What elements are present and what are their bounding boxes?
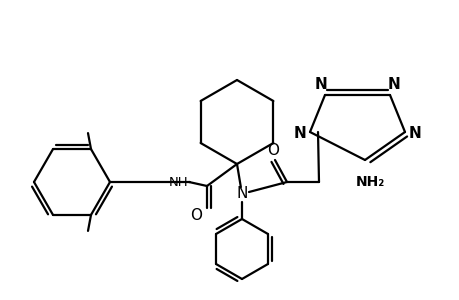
Text: N: N [314, 76, 327, 92]
Text: NH: NH [169, 176, 188, 188]
Text: N: N [387, 76, 399, 92]
Text: NH₂: NH₂ [355, 175, 384, 189]
Text: O: O [266, 142, 279, 158]
Text: N: N [408, 125, 420, 140]
Text: N: N [236, 187, 247, 202]
Text: O: O [190, 208, 202, 224]
Text: N: N [293, 125, 306, 140]
